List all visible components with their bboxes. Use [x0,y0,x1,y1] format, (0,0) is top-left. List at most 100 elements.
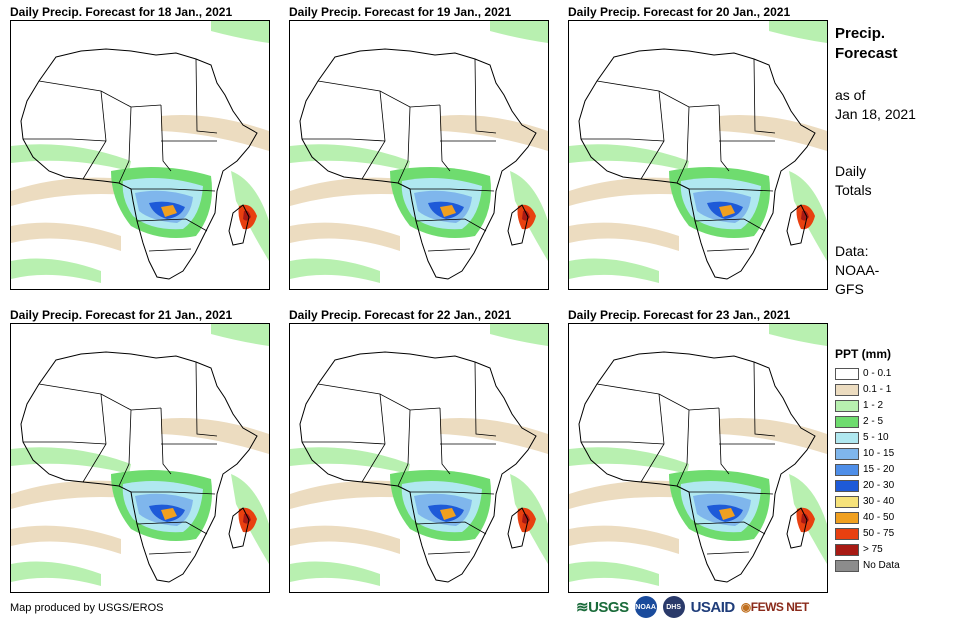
country-border [415,521,487,535]
legend-item: 2 - 5 [835,414,945,430]
usgs-logo-mark: ≋ [576,599,589,616]
legend-label: > 75 [863,544,883,555]
country-border [474,58,497,134]
legend-item: 15 - 20 [835,462,945,478]
precip-band [11,561,101,586]
precip-band [290,258,380,283]
forecast-panel-4: Daily Precip. Forecast for 21 Jan., 2021 [10,307,280,607]
legend-item: 10 - 15 [835,446,945,462]
precip-band [290,480,420,509]
country-border [415,218,487,232]
country-border [131,188,216,192]
country-border [676,106,690,184]
country-border [596,383,720,411]
precip-band [11,525,121,554]
country-border [753,58,776,134]
country-border [131,491,216,495]
precip-band [569,525,679,554]
africa-coastline [578,48,816,280]
legend-swatch [835,480,859,492]
legend-swatch [835,448,859,460]
precip-band [569,144,689,171]
legend-swatch [835,432,859,444]
legend-item: 0.1 - 1 [835,382,945,398]
precip-band [490,324,548,346]
madagascar-outline [507,204,529,246]
legend-label: No Data [863,560,900,571]
africa-coastline [20,351,258,583]
side-title: Precip. Forecast [835,24,945,64]
legend-label: 0.1 - 1 [863,384,892,395]
fewsnet-globe-icon: ◉ [740,600,751,614]
panel-title: Daily Precip. Forecast for 20 Jan., 2021 [568,5,791,19]
legend-item: > 75 [835,542,945,558]
country-border [302,138,386,142]
noaa-logo: NOAA [634,596,657,618]
country-border [136,218,208,232]
precip-map [10,20,270,290]
precip-band [11,447,131,474]
precip-core [440,508,456,520]
forecast-panel-6: Daily Precip. Forecast for 23 Jan., 2021 [568,307,838,607]
precip-band [769,324,827,346]
precip-core [440,205,456,217]
precip-band [290,177,420,206]
precip-band [11,144,131,171]
precip-map [10,323,270,593]
precip-core [719,205,735,217]
country-border [82,393,107,483]
data-source-block: Data: NOAA- GFS [835,242,945,299]
country-border [160,104,172,172]
country-border [640,393,665,483]
precip-core [719,508,735,520]
totals-line2: Totals [835,182,872,198]
country-border [676,409,690,487]
country-border [718,407,730,475]
country-border [694,218,766,232]
precip-map [568,20,828,290]
legend-swatch [835,416,859,428]
precip-core [161,205,177,217]
precip-band [290,447,410,474]
legend-label: 10 - 15 [863,448,895,459]
legend-label: 20 - 30 [863,480,895,491]
africa-coastline [299,351,537,583]
legend-swatch [835,544,859,556]
agency-logos: ≋USGS NOAA DHS USAID ◉FEWS NET [576,594,809,620]
legend-item: 1 - 2 [835,398,945,414]
legend-item: 30 - 40 [835,494,945,510]
legend-label: 50 - 75 [863,528,895,539]
data-line2: NOAA- [835,262,880,278]
precip-band [290,525,400,554]
side-title-line1: Precip. [835,25,886,42]
usaid-logo: USAID [690,598,736,616]
country-border [581,441,665,445]
country-border [118,409,132,487]
country-border [118,106,132,184]
legend-item: 5 - 10 [835,430,945,446]
country-border [361,393,386,483]
precip-band [11,258,101,283]
legend-item: 40 - 50 [835,510,945,526]
country-border [317,80,441,108]
country-border [640,90,665,180]
country-border [706,551,750,555]
country-border [148,551,192,555]
precip-band [569,222,679,251]
forecast-panel-1: Daily Precip. Forecast for 18 Jan., 2021 [10,4,280,304]
map-credit: Map produced by USGS/EROS [10,602,164,614]
country-border [136,521,208,535]
precip-band [11,222,121,251]
madagascar-outline [228,204,250,246]
panel-title: Daily Precip. Forecast for 21 Jan., 2021 [10,308,233,322]
country-border [427,248,471,252]
madagascar-outline [507,507,529,549]
country-border [439,407,451,475]
country-border [302,441,386,445]
precip-band [569,447,689,474]
data-line3: GFS [835,281,864,297]
legend-swatch [835,560,859,572]
precip-band [490,21,548,43]
as-of-block: as of Jan 18, 2021 [835,86,945,124]
country-border [82,90,107,180]
